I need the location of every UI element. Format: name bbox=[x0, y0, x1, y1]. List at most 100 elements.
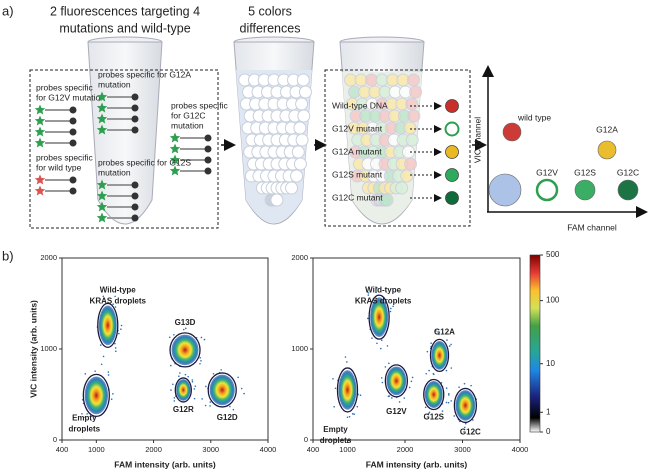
bubble bbox=[395, 181, 409, 195]
probe-fluorophore bbox=[34, 174, 46, 185]
probe-quencher bbox=[131, 126, 139, 134]
probe-quencher bbox=[131, 93, 139, 101]
noise-dot bbox=[389, 310, 392, 313]
noise-dot bbox=[332, 378, 334, 380]
bubble bbox=[295, 133, 309, 147]
colorbar-tick-label: 10 bbox=[546, 359, 555, 368]
noise-dot bbox=[389, 307, 392, 310]
cluster bbox=[98, 305, 117, 346]
cluster-outline bbox=[169, 332, 201, 368]
noise-dot bbox=[371, 337, 373, 339]
dashed-box bbox=[29, 69, 219, 229]
probe-fluorophore bbox=[34, 115, 46, 126]
cluster-label: G12V bbox=[386, 407, 407, 416]
noise-dot bbox=[453, 415, 456, 417]
bubble bbox=[406, 73, 420, 87]
bubble bbox=[293, 157, 307, 171]
x-tick-label: 2000 bbox=[397, 445, 414, 454]
cluster-label: G12C bbox=[460, 428, 481, 437]
cluster-label: KRAS droplets bbox=[355, 296, 412, 305]
probe-quencher bbox=[69, 128, 77, 136]
noise-dot bbox=[199, 362, 201, 365]
bubble bbox=[405, 133, 419, 147]
cluster-label: G12S bbox=[424, 413, 445, 422]
droplet bbox=[445, 99, 459, 113]
cluster bbox=[455, 390, 476, 421]
noise-dot bbox=[179, 372, 181, 374]
noise-dot bbox=[229, 405, 231, 408]
y-tick-label: 1000 bbox=[40, 344, 57, 353]
y-axis-label: VIC intensity (arb. units) bbox=[28, 300, 38, 398]
heading: mutations and wild-type bbox=[59, 21, 190, 35]
noise-dot bbox=[220, 369, 222, 371]
colorbar-tick-label: 0 bbox=[546, 427, 551, 436]
probe-quencher bbox=[131, 115, 139, 123]
noise-dot bbox=[240, 387, 243, 390]
probe-quencher bbox=[131, 104, 139, 112]
probe-text: for G12V mutation bbox=[36, 92, 105, 102]
droplet-label: G12S mutant bbox=[332, 169, 383, 179]
x-tick-label: 4000 bbox=[512, 445, 529, 454]
probe-fluorophore bbox=[96, 179, 108, 190]
probe-fluorophore bbox=[169, 132, 181, 143]
probe-quencher bbox=[69, 106, 77, 114]
cluster bbox=[209, 374, 235, 406]
cluster bbox=[176, 379, 191, 401]
bubble bbox=[405, 97, 419, 111]
heading: differences bbox=[240, 21, 301, 35]
cluster-outline bbox=[429, 338, 450, 373]
heading: 2 fluorescences targeting 4 bbox=[50, 4, 200, 18]
probe-text: for G12C bbox=[171, 110, 206, 120]
noise-dot bbox=[120, 324, 123, 327]
panel-label: b) bbox=[2, 248, 14, 263]
noise-dot bbox=[204, 404, 207, 407]
probe-quencher bbox=[69, 187, 77, 195]
scheme-label: G12A bbox=[596, 124, 618, 134]
x-tick-label: 1000 bbox=[88, 445, 105, 454]
noise-dot bbox=[200, 336, 203, 339]
noise-dot bbox=[411, 376, 414, 379]
noise-dot bbox=[182, 328, 185, 331]
noise-dot bbox=[426, 350, 429, 353]
bubble bbox=[298, 85, 312, 99]
x-tick-label: 400 bbox=[56, 445, 69, 454]
noise-dot bbox=[114, 347, 117, 349]
noise-dot bbox=[366, 317, 369, 320]
noise-dot bbox=[114, 306, 117, 308]
probe-quencher bbox=[131, 181, 139, 189]
noise-dot bbox=[435, 330, 437, 332]
noise-dot bbox=[386, 345, 389, 347]
noise-dot bbox=[448, 345, 451, 347]
noise-dot bbox=[450, 367, 453, 369]
noise-dot bbox=[212, 372, 215, 375]
bubble bbox=[285, 181, 299, 195]
cluster-label: KRAS droplets bbox=[90, 296, 147, 305]
droplet-label: G12A mutant bbox=[332, 146, 382, 156]
cluster bbox=[84, 376, 109, 415]
probe-fluorophore bbox=[96, 124, 108, 135]
noise-dot bbox=[430, 342, 432, 345]
noise-dot bbox=[391, 397, 393, 399]
noise-dot bbox=[107, 374, 110, 376]
probe-quencher bbox=[69, 139, 77, 147]
bubble bbox=[270, 193, 284, 207]
noise-dot bbox=[353, 413, 356, 416]
noise-dot bbox=[380, 377, 383, 379]
noise-dot bbox=[193, 397, 196, 400]
droplet-label: Wild-type DNA bbox=[332, 100, 388, 110]
cluster-outline bbox=[207, 372, 237, 408]
cluster-outline bbox=[82, 373, 110, 418]
probe-fluorophore bbox=[34, 126, 46, 137]
noise-dot bbox=[458, 386, 460, 389]
noise-dot bbox=[169, 364, 172, 367]
probe-fluorophore bbox=[96, 113, 108, 124]
probe-quencher bbox=[204, 145, 212, 153]
noise-dot bbox=[403, 397, 406, 399]
noise-dot bbox=[107, 371, 110, 373]
probe-fluorophore bbox=[96, 190, 108, 201]
noise-dot bbox=[448, 392, 450, 395]
cluster-label: Empty bbox=[72, 414, 97, 423]
noise-dot bbox=[200, 360, 202, 362]
noise-dot bbox=[384, 366, 387, 368]
